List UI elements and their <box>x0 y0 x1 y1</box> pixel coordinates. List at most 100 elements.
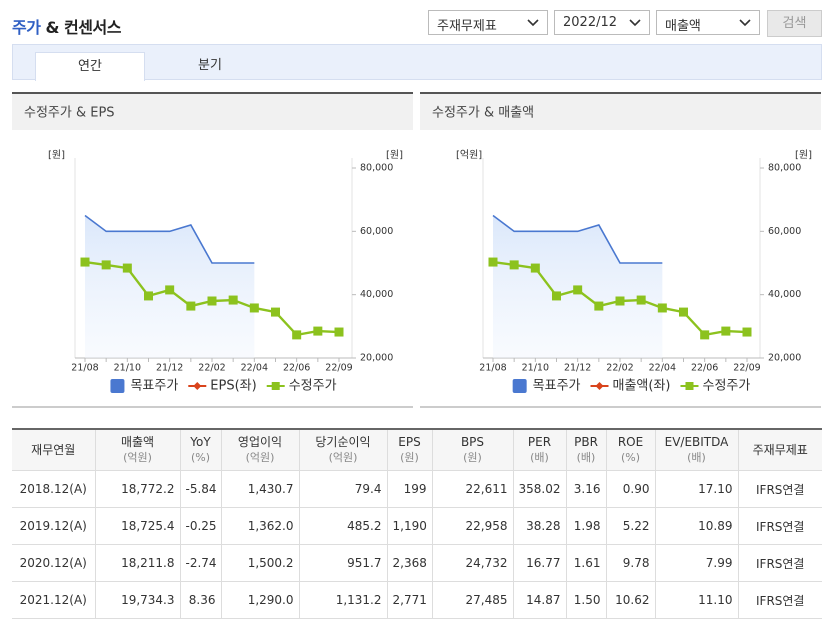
column-header: 주재무제표 <box>737 428 822 471</box>
column-name: 당기순이익 <box>315 435 371 449</box>
column-name: BPS <box>460 435 485 449</box>
select-value: 주재무제표 <box>437 19 497 34</box>
period-select[interactable]: 2022/12 <box>554 10 650 35</box>
column-name: 매출액 <box>120 435 155 449</box>
table-cell: 2,771 <box>386 581 433 619</box>
search-button[interactable]: 검색 <box>767 10 822 37</box>
table-row: 2018.12(A) 18,772.2 -5.84 1,430.7 79.4 199 22,… <box>12 470 822 508</box>
tab-quarterly[interactable]: 분기 <box>198 58 222 73</box>
x-tick-label: 22/06 <box>283 363 310 374</box>
table-cell: 14.87 <box>512 581 567 619</box>
y2-tick-label: 80,000 <box>768 163 801 174</box>
tab-annual[interactable]: 연간 <box>35 52 145 81</box>
table-cell: 17.10 <box>654 470 739 508</box>
column-header: PER (배) <box>512 428 567 471</box>
title-highlight: 주가 <box>12 18 41 37</box>
table-cell: 1.98 <box>565 507 607 545</box>
column-unit: (%) <box>190 451 211 464</box>
table-cell: 2018.12(A) <box>12 470 96 508</box>
y2-tick-label: 40,000 <box>360 289 393 300</box>
marker <box>636 295 646 305</box>
column-header: BPS (원) <box>431 428 514 471</box>
table-cell: -2.74 <box>179 544 222 582</box>
panel-bottom-border <box>420 406 821 408</box>
column-header: PBR (배) <box>565 428 607 471</box>
table-cell: 1,131.2 <box>298 581 388 619</box>
panel-top-border <box>12 92 413 94</box>
column-header: 영업이익 (억원) <box>220 428 300 471</box>
legend-label: EPS(좌) <box>210 379 256 394</box>
chart-panel: 수정주가 & EPS [원] [원] 20,000 40,000 60,000 80,000… <box>12 92 413 408</box>
marker <box>207 296 217 306</box>
y2-axis-unit: [원] <box>795 149 812 161</box>
column-unit: (배) <box>530 451 549 464</box>
table-cell: 1.61 <box>565 544 607 582</box>
panel-header <box>420 92 821 130</box>
column-header: 당기순이익 (억원) <box>298 428 388 471</box>
table-cell: IFRS연결 <box>737 507 822 545</box>
x-tick-label: 21/08 <box>71 363 98 374</box>
x-tick-label: 21/10 <box>114 363 141 374</box>
statement-select[interactable]: 주재무제표 <box>428 10 548 35</box>
chevron <box>739 19 751 27</box>
marker <box>742 327 752 337</box>
table-cell: 38.28 <box>512 507 567 545</box>
table-cell: 7.99 <box>654 544 739 582</box>
table-cell: 2020.12(A) <box>12 544 96 582</box>
table-cell: -0.25 <box>179 507 222 545</box>
column-name: 주재무제표 <box>752 442 808 457</box>
column-unit: (억원) <box>328 451 358 464</box>
chevron <box>629 19 641 27</box>
item-select[interactable]: 매출액 <box>656 10 760 35</box>
marker <box>488 257 498 267</box>
chart-title: 수정주가 & 매출액 <box>432 106 534 121</box>
legend-label: 매출액(좌) <box>613 379 671 394</box>
table-cell: 2,368 <box>386 544 433 582</box>
table-cell: 199 <box>386 470 433 508</box>
select-value: 매출액 <box>665 19 701 34</box>
marker <box>101 260 111 270</box>
x-tick-label: 22/06 <box>691 363 718 374</box>
legend-swatch <box>512 379 527 393</box>
table-row: 2020.12(A) 18,211.8 -2.74 1,500.2 951.7 2,368… <box>12 544 822 582</box>
legend-label: 목표주가 <box>130 379 178 394</box>
table-cell: -5.84 <box>179 470 222 508</box>
marker <box>249 303 259 313</box>
table-cell: 485.2 <box>298 507 388 545</box>
column-name: PER <box>527 435 552 449</box>
column-name: EPS <box>398 435 421 449</box>
financial-table: 재무연월 매출액 (억원) YoY (%) 영업이익 (억원) 당기순이익 (억원) EPS (원)… <box>12 428 822 619</box>
column-header: ROE (%) <box>605 428 656 471</box>
x-tick-label: 22/04 <box>649 363 676 374</box>
table-cell: 10.89 <box>654 507 739 545</box>
table-body: 2018.12(A) 18,772.2 -5.84 1,430.7 79.4 199 22,… <box>12 470 822 619</box>
column-header: EPS (원) <box>386 428 433 471</box>
marker <box>509 260 519 270</box>
marker <box>228 295 238 305</box>
table-cell: 18,211.8 <box>94 544 181 582</box>
marker <box>271 307 280 317</box>
legend-marker <box>193 382 202 390</box>
legend: 목표주가 매출액(좌) 수정주가 <box>512 379 750 394</box>
column-name: 재무연월 <box>31 442 76 457</box>
x-tick-label: 22/09 <box>733 363 760 374</box>
table-row: 2021.12(A) 19,734.3 8.36 1,290.0 1,131.2 2,77… <box>12 581 822 619</box>
column-name: 영업이익 <box>237 435 283 449</box>
panel-top-border <box>420 92 821 94</box>
table-cell: 1,290.0 <box>220 581 300 619</box>
table-cell: IFRS연결 <box>737 544 822 582</box>
legend: 목표주가 EPS(좌) 수정주가 <box>110 379 337 394</box>
chevron <box>527 19 539 27</box>
table-header-row: 재무연월 매출액 (억원) YoY (%) 영업이익 (억원) 당기순이익 (억원) EPS (원)… <box>12 428 822 471</box>
marker <box>144 291 153 301</box>
x-tick-label: 22/02 <box>198 363 225 374</box>
legend-marker <box>271 382 280 390</box>
y2-tick-label: 20,000 <box>768 353 801 364</box>
marker <box>679 307 688 317</box>
x-tick-label: 21/10 <box>522 363 549 374</box>
x-tick-label: 21/08 <box>479 363 506 374</box>
table-cell: 5.22 <box>605 507 656 545</box>
table-cell: 358.02 <box>512 470 567 508</box>
table-cell: 27,485 <box>431 581 514 619</box>
marker <box>80 257 90 267</box>
